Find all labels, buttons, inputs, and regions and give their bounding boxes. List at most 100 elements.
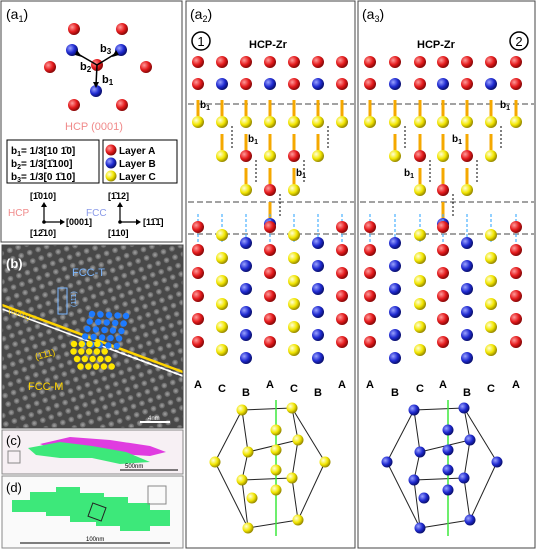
atom-layer-a <box>437 244 449 256</box>
atom-layer-c <box>485 229 497 241</box>
atom-layer-c <box>437 116 449 128</box>
atom-layer-a <box>364 336 376 348</box>
fcc-m-atom <box>86 340 93 348</box>
atom-layer-c <box>288 344 300 356</box>
fcc-t-atom <box>101 326 108 334</box>
fcc-t-atom <box>114 312 121 319</box>
fcc-m-atom <box>85 348 93 355</box>
atom-layer-a <box>437 56 449 68</box>
atom-layer-b <box>312 237 324 249</box>
b1-arrow <box>95 64 98 86</box>
stack-letter: A <box>266 379 274 391</box>
vector-def-row: b <box>11 159 17 170</box>
atom-layer-a <box>264 56 276 68</box>
atom-layer-a <box>264 221 276 233</box>
atom-layer-c <box>414 229 426 241</box>
atom-layer-a <box>437 313 449 325</box>
atom-layer-a <box>264 313 276 325</box>
atom-layer-b <box>389 352 401 364</box>
atom-layer-b <box>461 306 473 318</box>
panel-a2-label: (a2) <box>190 6 212 24</box>
atom-layer-a <box>437 267 449 279</box>
stack-letter: C <box>416 383 424 395</box>
a2-fcc-unit-cell <box>209 400 331 536</box>
unit-cell-atom-b <box>408 404 420 416</box>
atom-layer-b <box>437 78 449 90</box>
fcc-m-atom <box>94 340 101 348</box>
fcc-t-atom <box>118 327 125 335</box>
atom-layer-a <box>336 290 348 302</box>
atom-layer-b <box>461 260 473 272</box>
unit-cell-atom-b <box>414 446 426 458</box>
atom-layer-c <box>216 344 228 356</box>
fcc-t-atom <box>103 319 110 326</box>
unit-cell-atom-c <box>270 424 282 436</box>
atom-layer-b <box>389 329 401 341</box>
atom-layer-a <box>192 313 204 325</box>
atom-layer-b <box>115 44 127 56</box>
unit-cell-atom-b <box>458 472 470 484</box>
legend-swatch <box>105 170 117 182</box>
atom-layer-a <box>510 267 522 279</box>
atom-layer-c <box>414 321 426 333</box>
scale-label-d: 100nm <box>86 537 104 543</box>
atom-layer-a <box>437 336 449 348</box>
atom-layer-a <box>414 56 426 68</box>
fcc-t-atom <box>122 312 130 320</box>
b2-label: b2 <box>80 61 92 74</box>
atom-layer-a <box>68 23 80 35</box>
hcp-up-axis: [1̄010] <box>30 191 56 201</box>
atom-layer-a <box>437 221 449 233</box>
unit-cell-atom-c <box>242 446 254 458</box>
atom-layer-b <box>240 283 252 295</box>
unit-cell-atom-b <box>408 474 420 486</box>
atom-layer-b <box>389 283 401 295</box>
atom-layer-a <box>336 78 348 90</box>
atom-layer-c <box>288 184 300 196</box>
atom-layer-c <box>485 252 497 264</box>
stack-letter: A <box>338 379 346 391</box>
a2-atom-stack: b1 b1 b1 A C B A C B A <box>188 56 354 399</box>
atom-layer-c <box>414 275 426 287</box>
fcc-t-atom <box>95 318 102 326</box>
burgers-vector-label: b1 <box>248 134 258 146</box>
atom-layer-b <box>461 329 473 341</box>
atom-layer-b <box>312 78 324 90</box>
cluster-green <box>28 442 150 464</box>
panel-c-label: (c) <box>6 433 21 448</box>
unit-cell-atom-b <box>414 522 426 534</box>
layer-legend: Layer A Layer B Layer C <box>102 139 178 184</box>
stack-letter: B <box>463 387 471 399</box>
stack-letter: B <box>242 387 250 399</box>
atom-layer-a <box>336 56 348 68</box>
atom-layer-c <box>288 116 300 128</box>
atom-layer-a <box>364 78 376 90</box>
circle-number-2-text: 2 <box>515 34 522 49</box>
atom-layer-c <box>510 116 522 128</box>
atom-layer-a <box>140 61 152 73</box>
unit-cell-atom-c <box>270 444 282 456</box>
atom-layer-b <box>240 260 252 272</box>
panel-b-label: (b) <box>6 256 23 271</box>
stack-letter: C <box>218 383 226 395</box>
stack-letter: A <box>194 379 202 391</box>
fcc-m-atom <box>70 340 78 348</box>
unit-cell-atom-c <box>270 484 282 496</box>
stack-letter: B <box>391 387 399 399</box>
unit-cell-atom-c <box>209 456 221 468</box>
atom-layer-c <box>485 275 497 287</box>
atom-layer-c <box>288 229 300 241</box>
atom-layer-b <box>389 260 401 272</box>
unit-cell-atom-c <box>292 514 304 526</box>
b3-label: b3 <box>100 43 112 56</box>
atom-layer-c <box>485 150 497 162</box>
atom-layer-a <box>414 150 426 162</box>
atom-layer-b <box>461 237 473 249</box>
atom-layer-b <box>216 78 228 90</box>
fcc-out-axis: [110] <box>108 228 129 238</box>
burgers-vector-label: b1 <box>200 100 210 112</box>
atom-layer-a <box>116 23 128 35</box>
atom-layer-c <box>240 116 252 128</box>
atom-layer-c <box>414 298 426 310</box>
